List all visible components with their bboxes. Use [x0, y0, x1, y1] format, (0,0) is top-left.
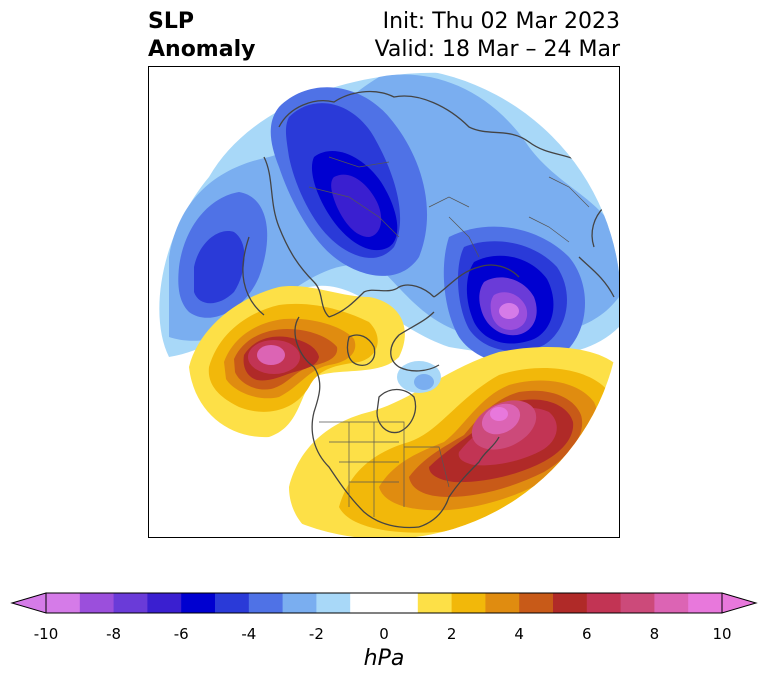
colorbar-cell [79, 593, 115, 613]
colorbar-tick-label: 6 [582, 625, 592, 643]
colorbar-cell [384, 593, 419, 613]
colorbar-extend-left [10, 592, 47, 614]
colorbar-cell [485, 593, 520, 613]
colorbar-cell [215, 593, 250, 613]
colorbar-cell [586, 593, 622, 613]
colorbar-cell [688, 593, 723, 613]
colorbar-tick-label: -8 [106, 625, 122, 643]
colorbar-cell [46, 593, 81, 613]
colorbar-cell [316, 593, 351, 613]
anomaly-fill-neg6 [331, 174, 382, 237]
title-variable-anomaly: Anomaly [148, 37, 256, 62]
anomaly-fill-neg-hudson2 [414, 374, 434, 390]
anomaly-fill-pos7 [257, 345, 285, 365]
colorbar-tick-label: -6 [173, 625, 189, 643]
anomaly-fill-neg4 [194, 231, 245, 304]
colorbar-cell [248, 593, 284, 613]
colorbar-cell [451, 593, 486, 613]
colorbar-outline [45, 592, 723, 614]
coastlines [242, 90, 615, 529]
colorbar-tick-label: 2 [446, 625, 457, 643]
colorbar-cell [282, 593, 317, 613]
colorbar-cell [553, 593, 588, 613]
valid-range: Valid: 18 Mar – 24 Mar [374, 37, 620, 62]
colorbar-extend-right [721, 592, 758, 614]
map-dates: Init: Thu 02 Mar 2023 Valid: 18 Mar – 24… [375, 8, 620, 64]
colorbar-cell [113, 593, 148, 613]
colorbar-tick-label: 8 [649, 625, 660, 643]
colorbar-label: hPa [363, 646, 405, 671]
colorbar-tick-label: 0 [379, 625, 389, 643]
colorbar-cells [46, 593, 723, 613]
colorbar [10, 592, 758, 614]
colorbar-tick-label: -2 [308, 625, 324, 643]
map-title: SLP Anomaly [148, 8, 255, 64]
title-variable: SLP [148, 9, 194, 34]
map-panel [148, 66, 620, 538]
colorbar-cell [654, 593, 689, 613]
map-globe [159, 72, 619, 537]
anomaly-fill-pos9b [490, 407, 508, 421]
colorbar-cell [620, 593, 655, 613]
anomaly-fill-neg8 [499, 303, 519, 319]
colorbar-tick-label: -10 [33, 625, 59, 643]
init-date: Init: Thu 02 Mar 2023 [382, 9, 620, 34]
colorbar-cell [147, 593, 182, 613]
colorbar-tick-label: -4 [241, 625, 257, 643]
colorbar-cell [519, 593, 554, 613]
colorbar-cell [181, 593, 216, 613]
colorbar-cell [350, 593, 385, 613]
colorbar-cell [417, 593, 453, 613]
slp-anomaly-map [159, 72, 619, 537]
colorbar-tick-label: 4 [514, 625, 524, 643]
borders [308, 156, 590, 517]
colorbar-tick-label: 10 [712, 625, 732, 643]
